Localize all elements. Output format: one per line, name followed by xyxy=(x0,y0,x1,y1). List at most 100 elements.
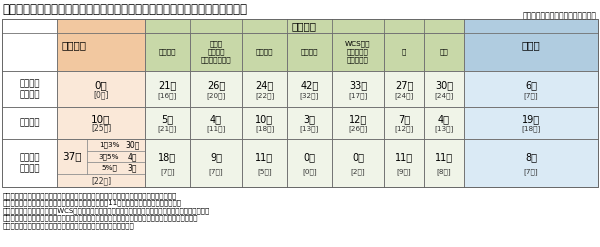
Text: 18県: 18県 xyxy=(158,152,176,162)
Bar xyxy=(242,107,287,139)
Text: 0県: 0県 xyxy=(304,152,316,162)
Bar xyxy=(145,139,190,187)
Text: ３：加工用米、飼料用米、WCS用稲、米粉用米、新市場開拓用米の３年産実績は、取組計画認定面積。: ３：加工用米、飼料用米、WCS用稲、米粉用米、新市場開拓用米の３年産実績は、取組… xyxy=(3,207,210,214)
Text: [16県]: [16県] xyxy=(158,92,177,99)
Text: [7県]: [7県] xyxy=(524,92,538,99)
Text: [8県]: [8県] xyxy=(437,168,451,175)
Text: 33県: 33県 xyxy=(349,80,367,90)
Bar xyxy=(57,71,145,107)
Text: 9県: 9県 xyxy=(210,152,222,162)
Bar xyxy=(145,71,190,107)
Bar xyxy=(332,139,384,187)
Bar xyxy=(384,139,424,187)
Bar xyxy=(242,33,287,71)
Bar xyxy=(190,139,242,187)
Bar xyxy=(190,107,242,139)
Text: [24県]: [24県] xyxy=(434,92,454,99)
Bar xyxy=(242,71,287,107)
Bar xyxy=(464,107,598,139)
Bar xyxy=(57,139,145,187)
Text: 3県: 3県 xyxy=(127,164,137,173)
Bar xyxy=(332,33,384,71)
Text: ４：麦・大豆の３年産実績は、地方農政局等が都道府県再生協議会等に聞き取った面積（暂時作）。: ４：麦・大豆の３年産実績は、地方農政局等が都道府県再生協議会等に聞き取った面積（… xyxy=(3,214,199,221)
Bar xyxy=(145,19,464,33)
Text: 新市場
開拓用米
（輸出用米等）: 新市場 開拓用米 （輸出用米等） xyxy=(200,41,232,63)
Bar xyxy=(287,139,332,187)
Text: 下段〔　〕は１月末時点の作付意向: 下段〔 〕は１月末時点の作付意向 xyxy=(523,11,597,20)
Text: 5県: 5県 xyxy=(161,114,173,124)
Text: 3～5%: 3～5% xyxy=(99,153,119,160)
Text: [20県]: [20県] xyxy=(206,92,226,99)
Text: 3県: 3県 xyxy=(304,114,316,124)
Text: [24県]: [24県] xyxy=(394,92,413,99)
Text: [22県]: [22県] xyxy=(255,92,274,99)
Bar xyxy=(464,139,598,187)
Text: 19県: 19県 xyxy=(522,114,540,124)
Text: ２：比較している主食用米の３年産実績は、令和３年11月統計部公表の主食用作付面積。: ２：比較している主食用米の３年産実績は、令和３年11月統計部公表の主食用作付面積… xyxy=(3,200,182,206)
Text: 26県: 26県 xyxy=(207,80,225,90)
Text: 24県: 24県 xyxy=(256,80,274,90)
Text: 21県: 21県 xyxy=(158,80,176,90)
Text: 前年より
減少傾向: 前年より 減少傾向 xyxy=(19,153,40,173)
Text: 30県: 30県 xyxy=(125,140,139,149)
Bar xyxy=(145,33,190,71)
Text: 備蓄米: 備蓄米 xyxy=(521,40,541,50)
Text: 戦略作物: 戦略作物 xyxy=(292,21,317,31)
Bar xyxy=(424,33,464,71)
Bar xyxy=(2,19,598,187)
Text: 11県: 11県 xyxy=(256,152,274,162)
Text: 0県: 0県 xyxy=(95,80,107,90)
Text: [7県]: [7県] xyxy=(209,168,223,175)
Bar xyxy=(2,19,145,71)
Text: [7県]: [7県] xyxy=(524,168,538,175)
Text: 前年並み: 前年並み xyxy=(19,119,40,127)
Text: 7県: 7県 xyxy=(398,114,410,124)
Text: 【令和４年産米等の作付意向（３年産実績との比較、令和４年４月末時点）】: 【令和４年産米等の作付意向（３年産実績との比較、令和４年４月末時点）】 xyxy=(2,3,247,16)
Text: 11県: 11県 xyxy=(435,152,453,162)
Bar xyxy=(424,71,464,107)
Bar xyxy=(145,107,190,139)
Bar xyxy=(190,33,242,71)
Text: WCS用稲
（稲発酵粗
飼料用稲）: WCS用稲 （稲発酵粗 飼料用稲） xyxy=(345,41,371,63)
Text: 6県: 6県 xyxy=(525,80,537,90)
Text: [22県]: [22県] xyxy=(91,177,111,185)
Text: [13県]: [13県] xyxy=(434,125,454,132)
Bar xyxy=(332,71,384,107)
Bar xyxy=(424,107,464,139)
Bar xyxy=(287,33,332,71)
Text: 大豆: 大豆 xyxy=(440,49,448,55)
Text: 8県: 8県 xyxy=(525,152,537,162)
Text: [25県]: [25県] xyxy=(91,123,111,132)
Text: 加工用米: 加工用米 xyxy=(159,49,176,55)
Bar xyxy=(242,139,287,187)
Bar xyxy=(384,71,424,107)
Text: 30県: 30県 xyxy=(435,80,453,90)
Bar xyxy=(57,107,145,139)
Text: 4県: 4県 xyxy=(438,114,450,124)
Text: 4県: 4県 xyxy=(127,152,137,161)
Bar xyxy=(384,33,424,71)
Text: [2県]: [2県] xyxy=(350,168,365,175)
Text: [32県]: [32県] xyxy=(300,92,319,99)
Text: 11県: 11県 xyxy=(395,152,413,162)
Text: 麦: 麦 xyxy=(402,49,406,55)
Bar xyxy=(2,71,57,107)
Text: 4県: 4県 xyxy=(210,114,222,124)
Text: 米粉用米: 米粉用米 xyxy=(256,49,273,55)
Text: [7県]: [7県] xyxy=(160,168,175,175)
Bar xyxy=(190,71,242,107)
Text: [11県]: [11県] xyxy=(206,125,226,132)
Text: [13県]: [13県] xyxy=(300,125,319,132)
Text: 前年より
増加傾向: 前年より 増加傾向 xyxy=(19,79,40,99)
Text: 1～3%: 1～3% xyxy=(99,142,119,148)
Text: 12県: 12県 xyxy=(349,114,367,124)
Text: [0県]: [0県] xyxy=(302,168,317,175)
Bar xyxy=(2,139,57,187)
Text: 42県: 42県 xyxy=(301,80,319,90)
Bar xyxy=(464,71,598,107)
Text: 0県: 0県 xyxy=(352,152,364,162)
Text: [21県]: [21県] xyxy=(158,125,177,132)
Bar xyxy=(332,107,384,139)
Text: [5県]: [5県] xyxy=(257,168,272,175)
Text: 注１：令和４年度の意向（増加傾向、前年並み傾向、減少傾向）は、３年産実績との比較。: 注１：令和４年度の意向（増加傾向、前年並み傾向、減少傾向）は、３年産実績との比較… xyxy=(3,192,177,199)
